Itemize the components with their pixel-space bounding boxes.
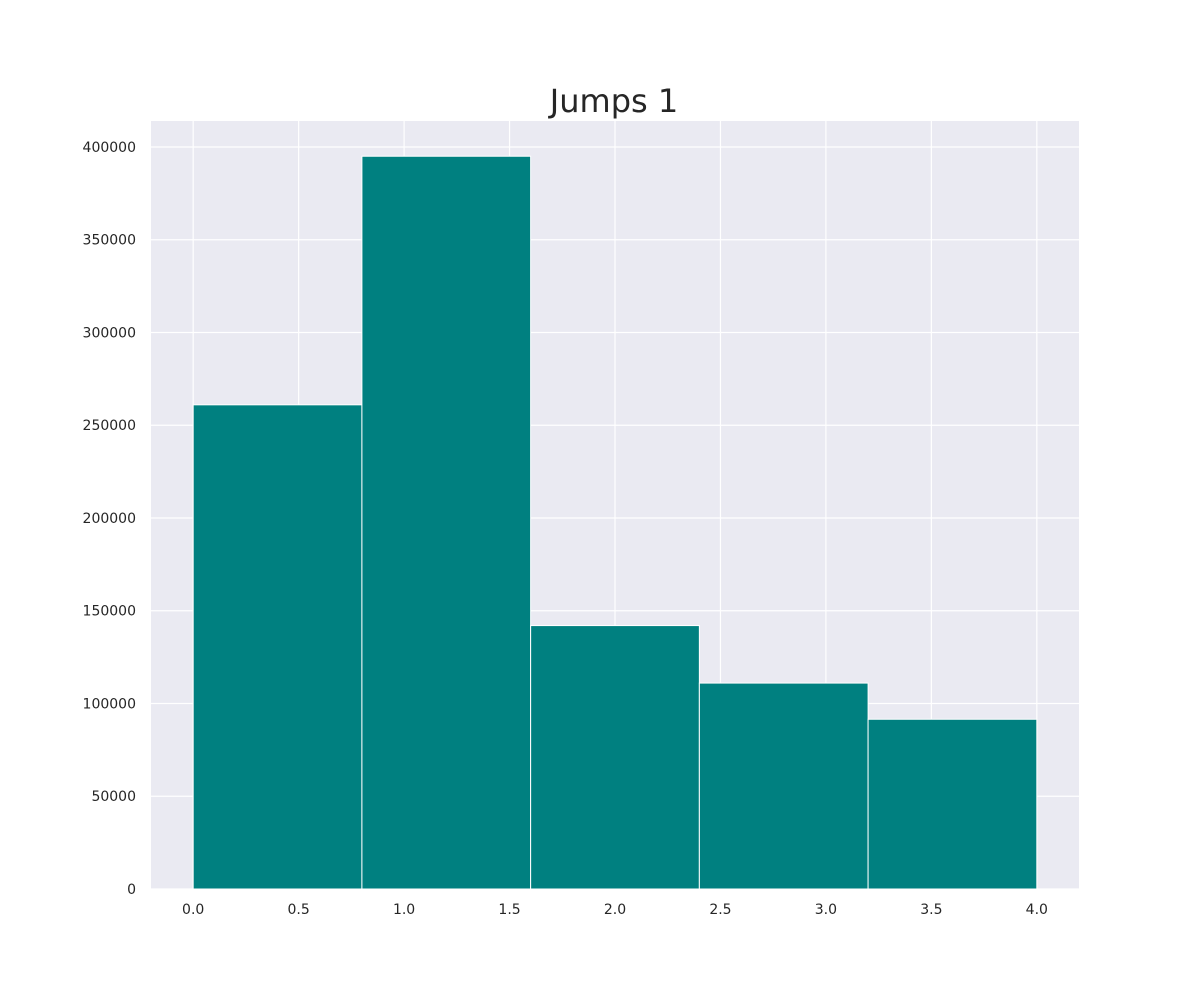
histogram-bar — [192, 404, 363, 890]
y-tick-label: 150000 — [83, 604, 136, 620]
x-tick-label: 4.0 — [1026, 902, 1048, 918]
chart-title: Jumps 1 — [548, 82, 678, 120]
y-tick-label: 0 — [127, 882, 136, 898]
y-tick-label: 100000 — [83, 696, 136, 712]
x-tick-label: 3.5 — [920, 902, 942, 918]
x-tick-label: 0.0 — [182, 902, 204, 918]
x-tick-label: 1.0 — [393, 902, 415, 918]
histogram-bar — [361, 155, 532, 890]
bars — [192, 155, 1038, 890]
y-tick-label: 200000 — [83, 511, 136, 527]
x-tick-label: 0.5 — [288, 902, 310, 918]
histogram-bar — [530, 625, 700, 890]
x-tick-label: 2.5 — [709, 902, 731, 918]
y-tick-label: 400000 — [83, 140, 136, 156]
y-tick-label: 350000 — [83, 233, 136, 249]
x-tick-label: 1.5 — [498, 902, 520, 918]
histogram-bar — [867, 718, 1038, 890]
y-tick-label: 50000 — [91, 789, 136, 805]
x-tick-label: 2.0 — [604, 902, 626, 918]
x-tick-label: 3.0 — [815, 902, 837, 918]
y-tick-label: 250000 — [83, 418, 136, 434]
histogram-bar — [698, 682, 869, 890]
y-tick-label: 300000 — [83, 325, 136, 341]
y-axis-ticks: 0 50000 100000 150000 200000 250000 300000 3500… — [83, 140, 136, 898]
x-axis-ticks: 0.0 0.5 1.0 1.5 2.0 2.5 3.0 3.5 4.0 — [182, 902, 1048, 918]
